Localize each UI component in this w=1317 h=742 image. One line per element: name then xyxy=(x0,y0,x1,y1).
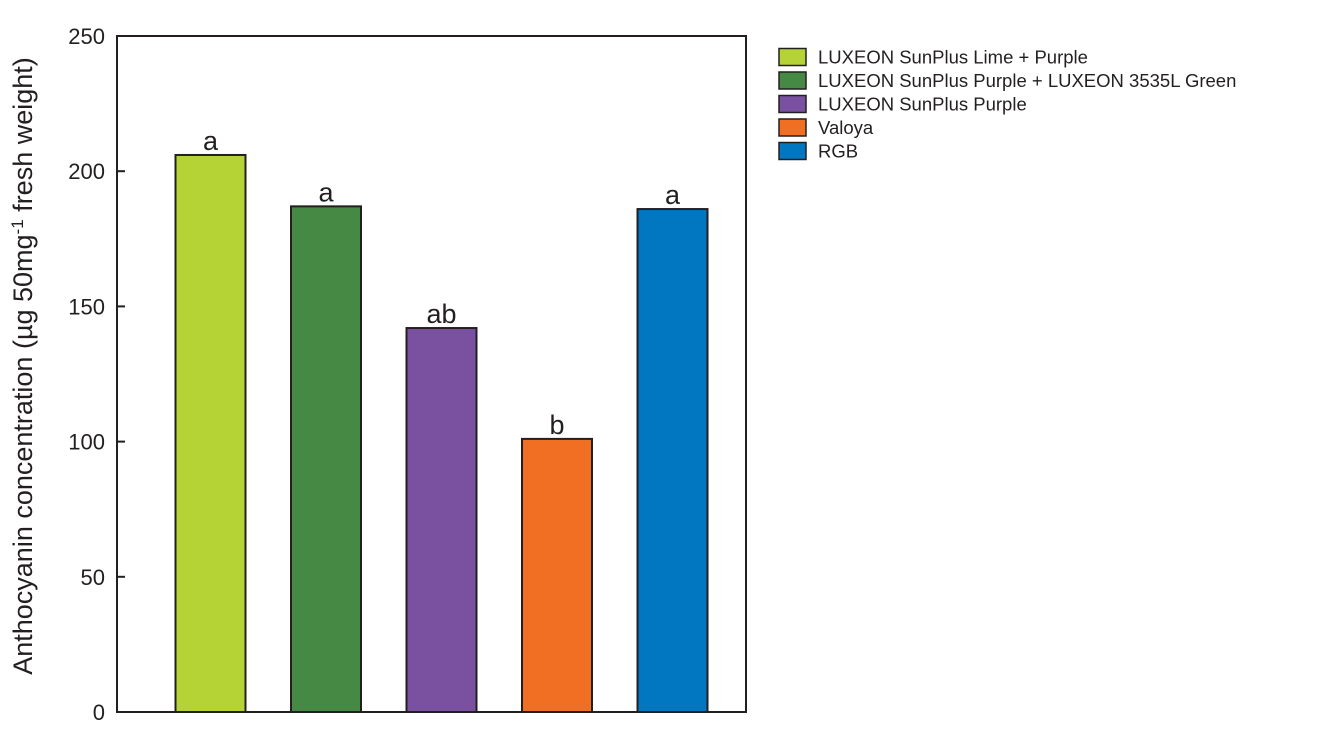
y-axis-ticks: 0 50 100 150 200 250 xyxy=(68,24,125,725)
bar xyxy=(174,153,247,713)
legend-label: LUXEON SunPlus Lime + Purple xyxy=(818,47,1088,68)
legend-label: LUXEON SunPlus Purple xyxy=(818,94,1027,115)
legend-swatch xyxy=(778,47,807,67)
legend-swatch xyxy=(778,118,807,137)
bar-significance-label: b xyxy=(549,410,564,440)
legend-swatch xyxy=(778,141,807,161)
bar xyxy=(521,437,593,713)
y-tick-label: 250 xyxy=(68,24,105,49)
bar xyxy=(290,205,362,714)
y-tick-label: 100 xyxy=(68,430,105,455)
y-tick-label: 200 xyxy=(68,159,105,184)
y-tick-label: 150 xyxy=(68,294,105,319)
y-axis-title-superscript: -1 xyxy=(8,219,27,234)
bar xyxy=(405,327,478,713)
bars xyxy=(174,153,709,714)
y-axis-title-group: Anthocyanin concentration (µg 50mg-1 fre… xyxy=(8,57,39,675)
bar-significance-label: a xyxy=(665,180,681,210)
bar-significance-label: a xyxy=(318,177,334,207)
bar xyxy=(636,208,709,713)
bar-significance-labels: a a ab b a xyxy=(203,126,681,440)
y-axis-title-main: Anthocyanin concentration (µg 50mg xyxy=(8,234,38,674)
y-tick-label: 50 xyxy=(81,565,105,590)
bar-significance-label: a xyxy=(203,126,219,156)
legend-swatch xyxy=(778,94,807,114)
legend-label: RGB xyxy=(818,141,858,162)
plot-frame xyxy=(116,35,747,713)
y-axis-title-tail: fresh weight) xyxy=(8,57,38,219)
legend-label: Valoya xyxy=(818,117,874,138)
y-tick-label: 0 xyxy=(93,700,105,725)
y-axis-title: Anthocyanin concentration (µg 50mg-1 fre… xyxy=(8,57,39,675)
legend-label: LUXEON SunPlus Purple + LUXEON 3535L Gre… xyxy=(818,70,1236,91)
legend-swatch xyxy=(778,71,807,90)
bar-significance-label: ab xyxy=(426,299,456,329)
